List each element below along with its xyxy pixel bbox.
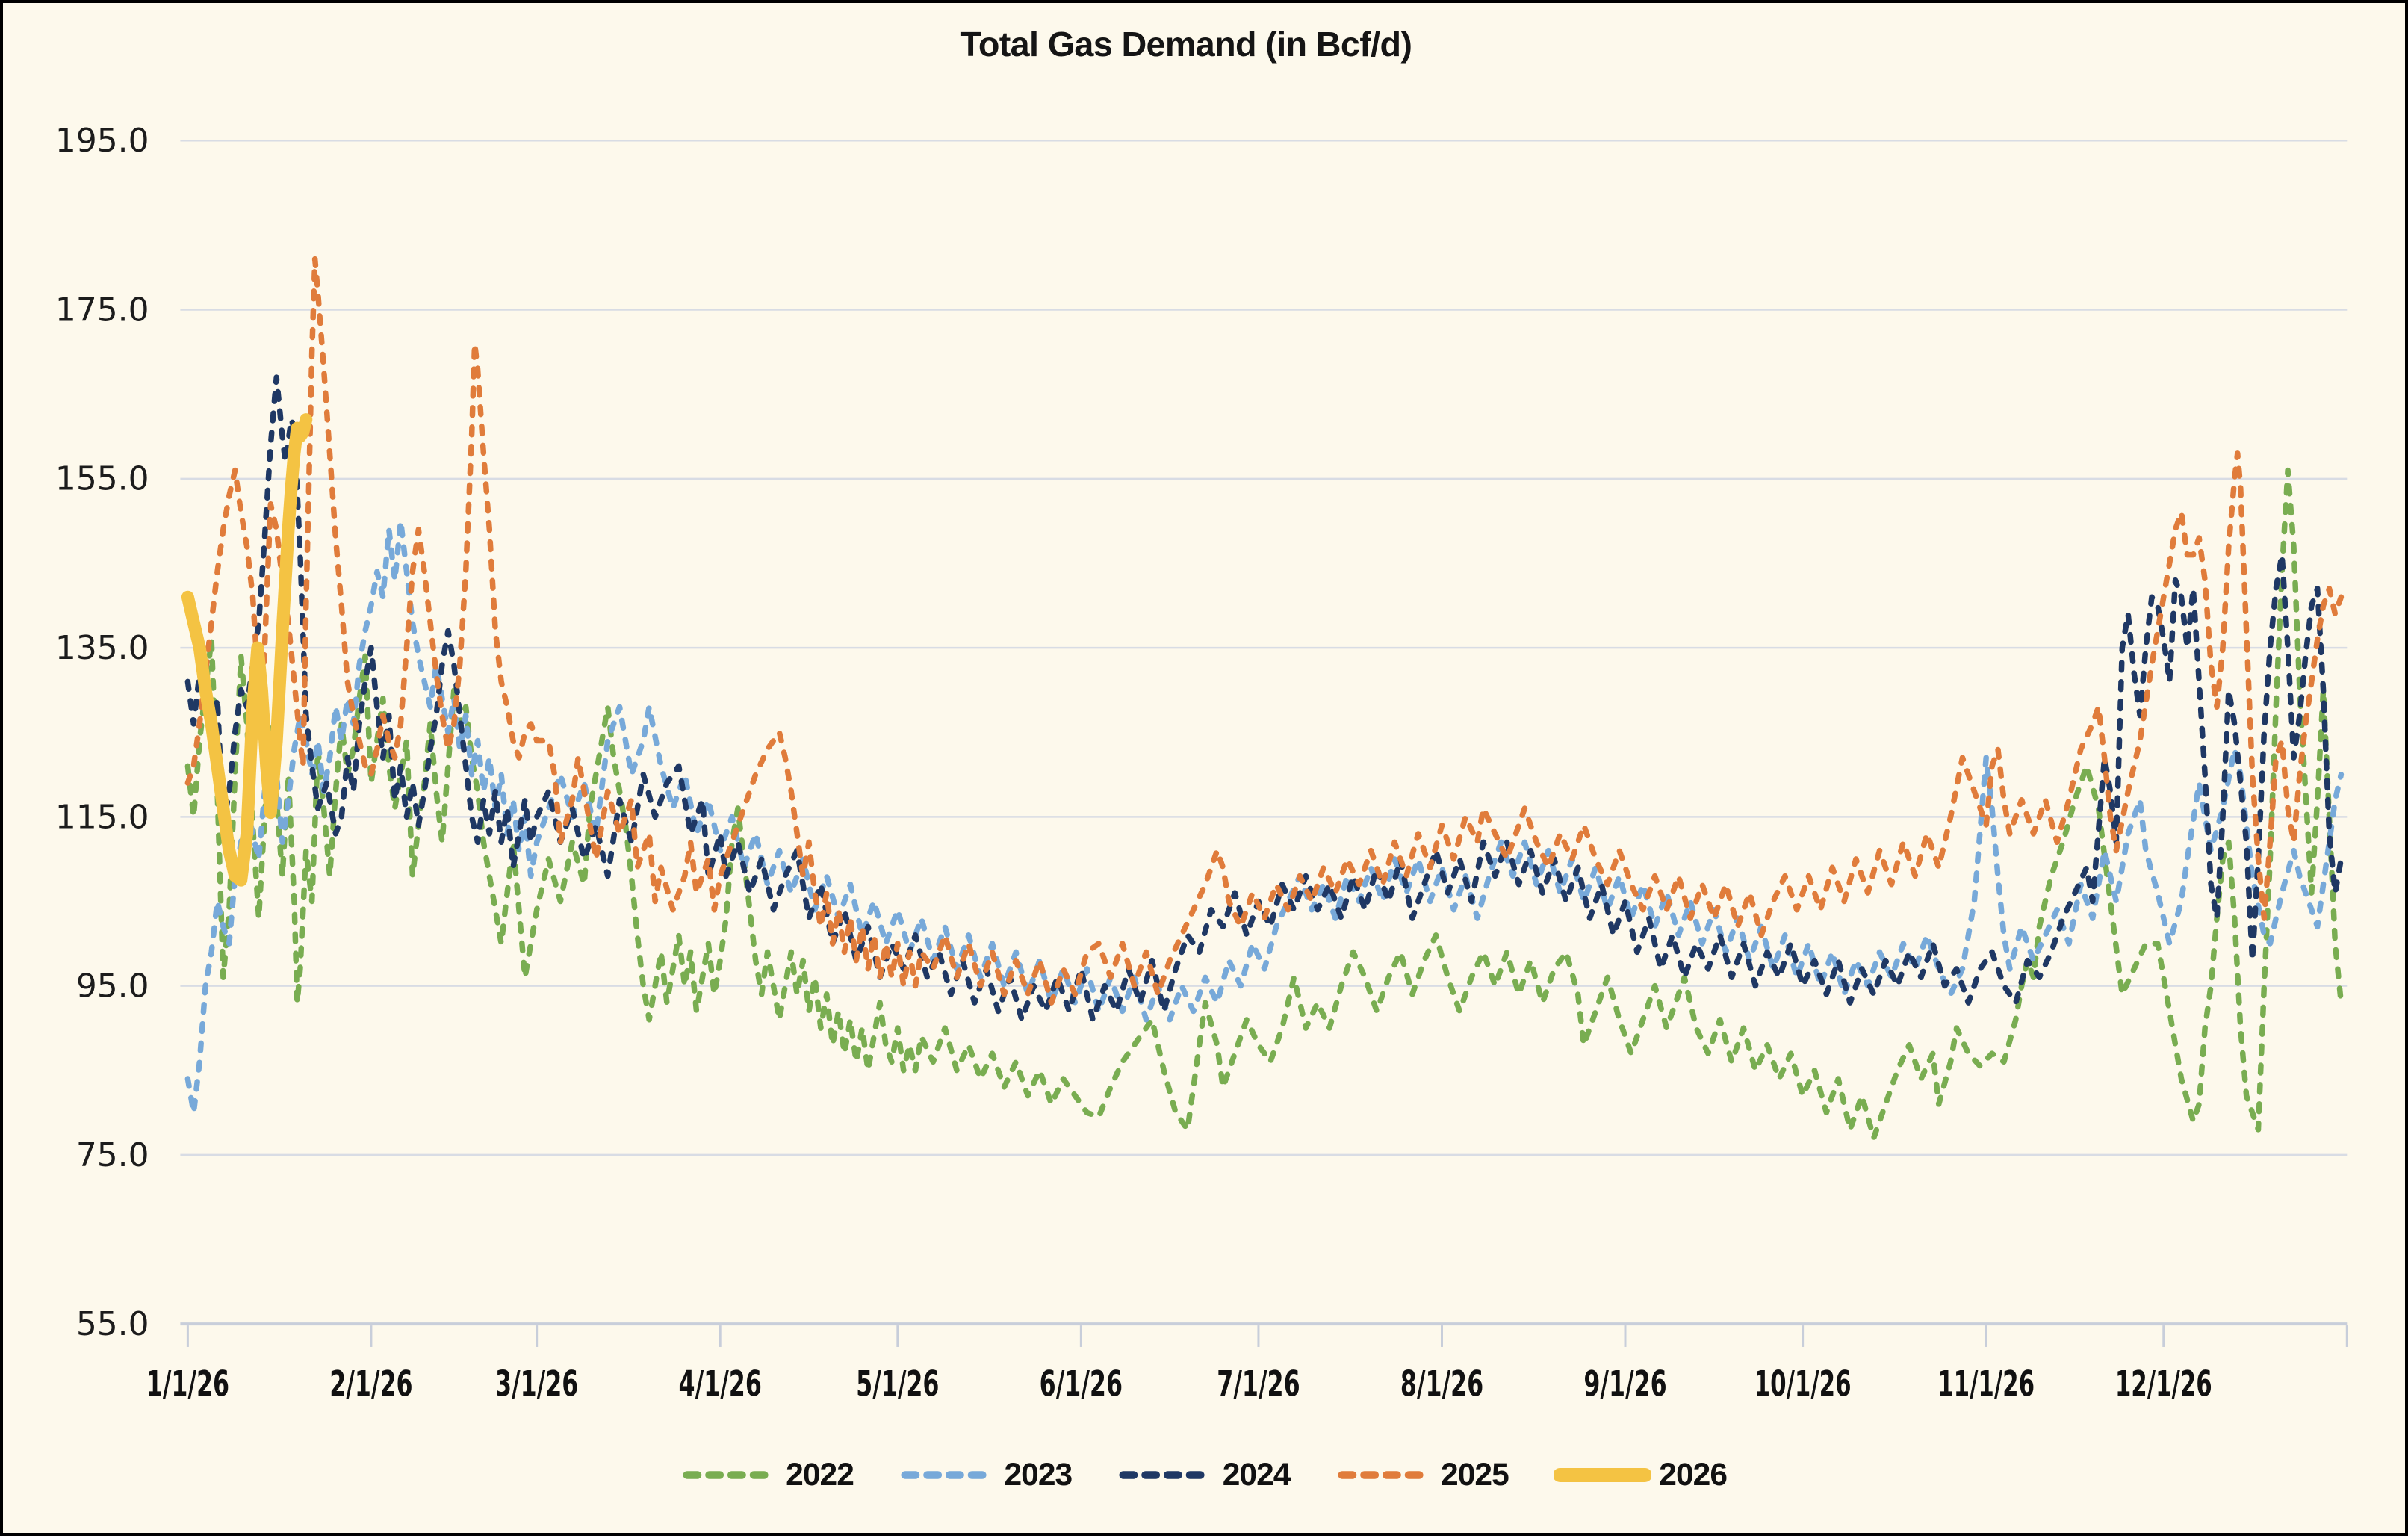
legend-item-2026[interactable]: 2026 — [1554, 1456, 1728, 1493]
series-line-2025 — [184, 256, 2345, 1006]
legend-label-2023: 2023 — [1004, 1456, 1073, 1493]
y-tick-label-135: 135.0 — [55, 629, 149, 667]
series-line-2022 — [184, 467, 2345, 1141]
legend-item-2024[interactable]: 2024 — [1117, 1456, 1291, 1493]
y-tick-label-175: 175.0 — [55, 291, 149, 329]
y-tick-label-115: 115.0 — [55, 798, 149, 836]
series-line-2023 — [184, 518, 2345, 1116]
legend-marker-2022-icon — [683, 1471, 776, 1479]
y-tick-label-95: 95.0 — [76, 967, 149, 1006]
legend-item-2025[interactable]: 2025 — [1336, 1457, 1509, 1493]
x-tick-label-7/1/26: 7/1/26 — [1217, 1365, 1300, 1405]
y-tick-label-75: 75.0 — [76, 1136, 149, 1174]
x-tick-label-11/1/26: 11/1/26 — [1937, 1365, 2035, 1405]
x-tick-label-5/1/26: 5/1/26 — [856, 1365, 939, 1405]
legend-item-2022[interactable]: 2022 — [681, 1457, 854, 1493]
legend-label-2025: 2025 — [1441, 1456, 1509, 1493]
x-tick-label-10/1/26: 10/1/26 — [1754, 1365, 1852, 1405]
legend-label-2022: 2022 — [786, 1456, 854, 1493]
x-tick-label-12/1/26: 12/1/26 — [2115, 1365, 2212, 1405]
x-tick-label-1/1/26: 1/1/26 — [146, 1365, 229, 1405]
y-tick-label-195: 195.0 — [55, 122, 149, 160]
x-tick-label-8/1/26: 8/1/26 — [1400, 1365, 1483, 1405]
x-tick-label-4/1/26: 4/1/26 — [679, 1365, 762, 1405]
y-tick-label-155: 155.0 — [55, 460, 149, 498]
legend-label-2026: 2026 — [1659, 1456, 1728, 1493]
x-tick-label-2/1/26: 2/1/26 — [329, 1365, 412, 1405]
chart-title: Total Gas Demand (in Bcf/d) — [960, 24, 1412, 64]
legend-marker-2026-icon — [1554, 1467, 1651, 1482]
series-line-2024 — [184, 374, 2345, 1023]
legend-item-2023[interactable]: 2023 — [899, 1456, 1073, 1493]
legend-marker-2025-icon — [1338, 1471, 1431, 1479]
x-tick-label-3/1/26: 3/1/26 — [495, 1365, 578, 1405]
legend-marker-2023-icon — [901, 1471, 994, 1479]
x-tick-label-9/1/26: 9/1/26 — [1583, 1365, 1666, 1405]
y-tick-label-55: 55.0 — [76, 1305, 149, 1343]
chart-plot-area: 195.0 175.0 155.0 135.0 115.0 95.0 75.0 55.0 1/1… — [55, 122, 2348, 1405]
legend-label-2024: 2024 — [1222, 1456, 1291, 1493]
legend-marker-2024-icon — [1119, 1471, 1212, 1479]
series-line-2026 — [181, 413, 313, 887]
legend: 2022 2023 2024 2025 2026 — [3, 1457, 2405, 1493]
x-tick-label-6/1/26: 6/1/26 — [1040, 1365, 1123, 1405]
